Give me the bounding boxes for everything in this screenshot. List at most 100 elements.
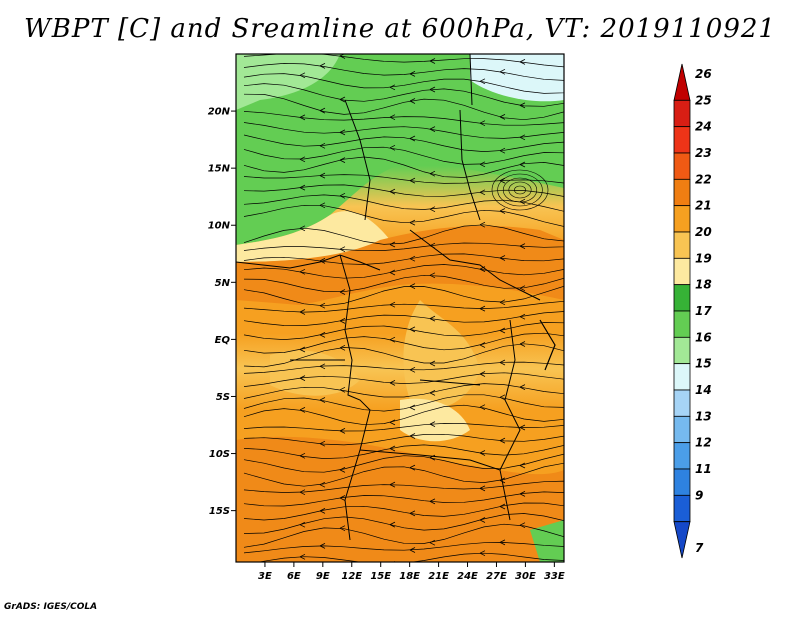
streamline-arrow [389, 114, 396, 121]
streamline-arrow [479, 371, 486, 377]
colorbar-swatch [673, 284, 691, 312]
lon-label: 27E [486, 571, 507, 582]
streamline-arrow [299, 225, 306, 232]
streamline-arrow [299, 489, 306, 496]
streamline-arrow [319, 142, 326, 149]
streamline [243, 156, 564, 178]
streamline-arrow [519, 462, 526, 469]
streamline-arrow [519, 243, 526, 249]
lat-label: 15S [209, 506, 230, 517]
streamline-arrow [429, 206, 436, 213]
streamline [243, 194, 564, 212]
lat-label: 10S [209, 449, 230, 460]
streamline-arrow [339, 318, 346, 324]
lon-label: 3E [258, 571, 272, 582]
lon-label: 33E [544, 571, 565, 582]
colorbar-bottom-arrow [673, 521, 691, 559]
streamline-arrow [319, 543, 326, 549]
pale-region [236, 211, 390, 262]
streamline-arrow [299, 156, 306, 163]
streamline-arrow [299, 375, 306, 381]
streamline-arrow [299, 452, 306, 459]
streamline-arrow [429, 58, 436, 64]
latitude-labels: 20N 15N 10N 5N EQ 5S 10S 15S [208, 107, 231, 518]
colorbar-swatch [673, 257, 691, 286]
streamline [243, 462, 564, 487]
colorbar-swatch [673, 494, 691, 523]
streamline-arrow [519, 522, 526, 529]
streamline-arrow [339, 157, 346, 163]
colorbar-label: 17 [695, 304, 712, 318]
colorbar-swatch [673, 99, 691, 128]
colorbar-swatch [673, 468, 691, 496]
green-patch-south [530, 520, 564, 562]
streamline [243, 394, 564, 412]
light-green-region [236, 54, 340, 110]
streamline [243, 311, 564, 326]
streamline [243, 253, 564, 265]
streamline-arrow [339, 428, 346, 434]
vortex-streamline [497, 173, 543, 207]
streamline-arrow [519, 424, 526, 431]
streamline [243, 502, 564, 521]
streamline-arrow [389, 84, 396, 91]
lat-label: EQ [215, 335, 231, 346]
streamline-arrow [499, 114, 506, 120]
map-frame [235, 53, 565, 563]
streamline-arrow [429, 421, 436, 427]
streamline [243, 134, 564, 152]
streamline-arrow [499, 539, 506, 546]
longitude-labels: 3E 6E 9E 12E 15E 18E 21E 24E 27E 30E 33E [258, 571, 565, 582]
streamline-arrow [299, 346, 306, 353]
streamline [243, 383, 564, 399]
streamline-arrow [429, 126, 436, 132]
streamline [243, 542, 564, 554]
streamline-arrow [479, 517, 486, 523]
colorbar-swatch [673, 126, 691, 154]
streamline-arrow [299, 309, 306, 315]
streamline [243, 343, 564, 368]
pale-patch-1 [403, 300, 480, 409]
streamline-arrow [409, 219, 416, 226]
orange-band [236, 225, 564, 305]
streamline-arrow [389, 445, 396, 452]
colorbar: 26 25 24 23 22 21 20 19 18 17 16 15 14 13 12 11 9 7 [673, 63, 712, 559]
streamline-arrow [389, 380, 396, 386]
colorbar-label: 13 [695, 409, 712, 423]
streamline [243, 174, 564, 184]
streamline-arrow [319, 107, 326, 114]
streamline-arrow [519, 59, 526, 65]
streamline [243, 274, 564, 293]
streamline-arrow [479, 78, 486, 85]
pale-patch-3 [400, 398, 470, 442]
streamline-arrow [339, 246, 346, 253]
streamline-arrow [319, 202, 326, 209]
colorbar-swatch [673, 442, 691, 470]
colorbar-label: 19 [695, 251, 712, 265]
cool-region [470, 54, 564, 102]
chart-title: WBPT [C] and Sreamline at 600hPa, VT: 20… [24, 14, 776, 44]
colorbar-swatch [673, 415, 691, 444]
footer-credit: GrADS: IGES/COLA [4, 602, 98, 612]
streamline-arrow [299, 407, 306, 413]
streamline-arrow [479, 120, 486, 127]
lat-label: 20N [208, 107, 231, 118]
streamline-arrow [479, 404, 486, 411]
colorbar-label: 11 [695, 462, 712, 476]
streamline-arrow [519, 384, 526, 390]
lon-label: 21E [428, 571, 449, 582]
streamline-arrow [409, 464, 416, 471]
streamline-arrow [339, 495, 346, 501]
streamline-arrow [429, 390, 436, 396]
streamline [243, 63, 564, 81]
streamline-arrow [299, 521, 306, 528]
streamline-arrow [319, 440, 326, 447]
colorbar-swatch [673, 205, 691, 233]
streamline-arrow [319, 332, 326, 338]
streamline-arrow [339, 54, 346, 59]
streamline-arrow [479, 161, 486, 168]
streamline-arrow [519, 491, 526, 497]
colorbar-label: 7 [695, 541, 704, 555]
colorbar-label: 15 [695, 357, 712, 371]
